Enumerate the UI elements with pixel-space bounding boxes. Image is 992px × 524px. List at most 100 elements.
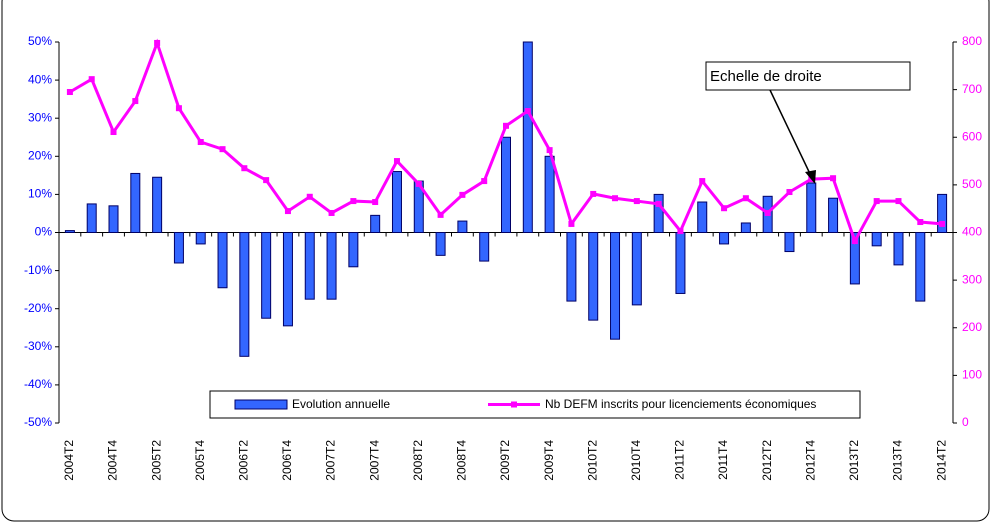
y-tick-label: 10% bbox=[28, 187, 52, 201]
bar bbox=[217, 232, 228, 289]
y2-tick-label: 0 bbox=[962, 415, 969, 429]
legend-label: Nb DEFM inscrits pour licenciements écon… bbox=[545, 397, 816, 411]
bar bbox=[544, 155, 555, 233]
bar bbox=[195, 232, 206, 245]
marker bbox=[437, 211, 444, 218]
x-tick-label: 2013T2 bbox=[847, 440, 861, 481]
marker bbox=[110, 129, 117, 136]
x-tick-label: 2010T4 bbox=[629, 440, 643, 481]
bar bbox=[86, 203, 97, 234]
bar bbox=[239, 232, 250, 357]
marker bbox=[895, 198, 902, 205]
marker bbox=[873, 198, 880, 205]
legend-marker bbox=[511, 401, 517, 408]
x-tick-label: 2013T4 bbox=[891, 440, 905, 481]
marker bbox=[546, 147, 553, 154]
bar bbox=[261, 232, 272, 319]
bar bbox=[784, 232, 795, 253]
bar bbox=[348, 232, 359, 268]
marker bbox=[328, 209, 335, 216]
y-tick-label: 0% bbox=[35, 225, 53, 239]
bar bbox=[610, 232, 621, 340]
x-tick-label: 2009T2 bbox=[498, 440, 512, 481]
bar bbox=[64, 230, 75, 234]
x-tick-label: 2008T4 bbox=[455, 440, 469, 481]
x-tick-label: 2006T2 bbox=[237, 440, 251, 481]
x-tick-label: 2009T4 bbox=[542, 440, 556, 481]
marker bbox=[241, 165, 248, 172]
marker bbox=[372, 199, 379, 206]
bar bbox=[588, 232, 599, 321]
marker bbox=[481, 178, 488, 185]
marker bbox=[917, 219, 924, 226]
bar bbox=[522, 41, 533, 233]
annotation-box bbox=[705, 61, 911, 91]
x-tick-label: 2007T2 bbox=[324, 440, 338, 481]
marker bbox=[742, 195, 749, 202]
marker bbox=[197, 139, 204, 146]
bar bbox=[937, 193, 948, 233]
x-tick-label: 2011T4 bbox=[716, 440, 730, 480]
y2-tick-label: 600 bbox=[962, 129, 982, 143]
marker bbox=[219, 146, 226, 153]
x-tick-label: 2006T4 bbox=[280, 440, 294, 481]
bar bbox=[370, 214, 381, 233]
marker bbox=[524, 108, 531, 115]
bar bbox=[173, 232, 184, 264]
marker bbox=[503, 122, 509, 129]
legend-swatch bbox=[234, 399, 288, 410]
bar bbox=[479, 232, 490, 262]
bar bbox=[719, 232, 730, 245]
y-tick-label: -50% bbox=[24, 415, 52, 429]
marker bbox=[415, 180, 422, 187]
y-tick-label: 30% bbox=[28, 110, 52, 124]
bar bbox=[108, 205, 119, 234]
bar bbox=[675, 232, 686, 294]
bar bbox=[893, 232, 904, 266]
x-tick-label: 2007T4 bbox=[367, 440, 381, 481]
x-tick-label: 2011T2 bbox=[673, 440, 687, 480]
bar bbox=[697, 201, 708, 234]
bar bbox=[435, 232, 446, 256]
bar bbox=[631, 232, 642, 306]
y2-tick-label: 500 bbox=[962, 177, 982, 191]
bar bbox=[806, 182, 817, 233]
marker bbox=[764, 209, 771, 216]
legend-label: Evolution annuelle bbox=[292, 397, 390, 411]
marker bbox=[655, 200, 662, 207]
y-tick-label: 40% bbox=[28, 72, 52, 86]
marker bbox=[350, 198, 357, 205]
annotation: Echelle de droite bbox=[710, 68, 822, 85]
marker bbox=[459, 191, 466, 198]
annotation-arrow bbox=[769, 89, 813, 179]
marker bbox=[66, 89, 73, 96]
x-tick-label: 2005T2 bbox=[149, 440, 163, 481]
marker bbox=[154, 39, 161, 46]
bar bbox=[391, 171, 402, 233]
bar bbox=[282, 232, 293, 327]
y-tick-label: 20% bbox=[28, 148, 52, 162]
marker bbox=[393, 158, 400, 165]
marker bbox=[175, 105, 182, 112]
x-tick-label: 2012T4 bbox=[803, 440, 817, 481]
x-tick-label: 2004T2 bbox=[62, 440, 76, 481]
bar bbox=[871, 232, 882, 247]
marker bbox=[633, 198, 640, 205]
y2-tick-label: 300 bbox=[962, 272, 982, 286]
y-tick-label: 50% bbox=[28, 34, 52, 48]
bar bbox=[566, 232, 577, 302]
x-tick-label: 2012T2 bbox=[760, 440, 774, 481]
bar bbox=[304, 232, 315, 300]
marker bbox=[851, 238, 858, 245]
marker bbox=[677, 228, 684, 235]
marker bbox=[306, 193, 313, 200]
x-tick-label: 2008T2 bbox=[411, 440, 425, 481]
marker bbox=[132, 98, 139, 105]
marker bbox=[284, 208, 291, 215]
bar bbox=[457, 220, 468, 234]
marker bbox=[786, 189, 793, 196]
marker bbox=[699, 178, 706, 185]
x-tick-label: 2010T2 bbox=[585, 440, 599, 481]
y-tick-label: -30% bbox=[24, 339, 52, 353]
